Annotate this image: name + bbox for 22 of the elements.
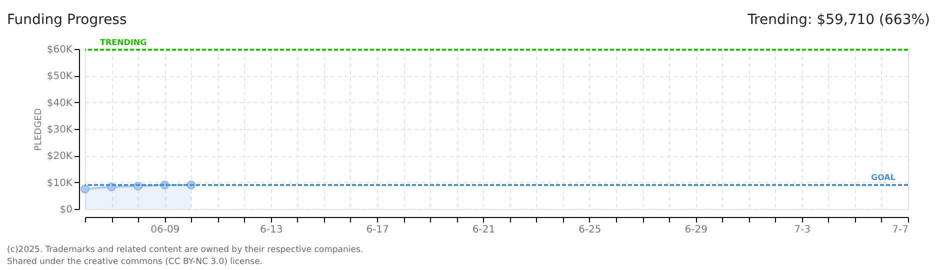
y-tick-label: $50K [46,71,73,82]
y-tick-label: $30K [46,124,73,136]
x-tick-label: 6-17 [366,224,389,236]
chart-title: Funding Progress [7,12,127,28]
y-tick-label: $0 [60,204,72,216]
ref-line-label: GOAL [871,173,896,182]
x-tick-label: 6-25 [578,224,602,236]
x-tick-label: 6-29 [684,224,708,236]
x-tick-label: 7-7 [892,224,908,236]
chart-subtitle: Trending: $59,710 (663%) [746,12,930,28]
y-axis-title: PLEDGED [34,108,44,151]
y-tick-label: $20K [46,151,73,162]
text: (c)2025. Trademarks and related content are owned by their respective companies. [7,245,364,255]
y-tick-label: $10K [46,178,73,189]
x-tick-label: 6-13 [260,224,283,236]
y-tick-label: $60K [46,44,73,56]
text: Shared under the creative commons (CC BY-NC 3.0) license. [7,257,263,267]
x-tick-label: 06-09 [150,224,180,236]
y-tick-label: $40K [46,98,73,109]
x-tick-label: 7-3 [794,224,810,236]
ref-line-label: TRENDING [100,38,147,47]
x-tick-label: 6-21 [472,224,496,236]
